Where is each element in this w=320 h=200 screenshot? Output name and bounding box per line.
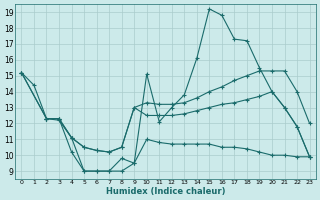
X-axis label: Humidex (Indice chaleur): Humidex (Indice chaleur) [106, 187, 225, 196]
